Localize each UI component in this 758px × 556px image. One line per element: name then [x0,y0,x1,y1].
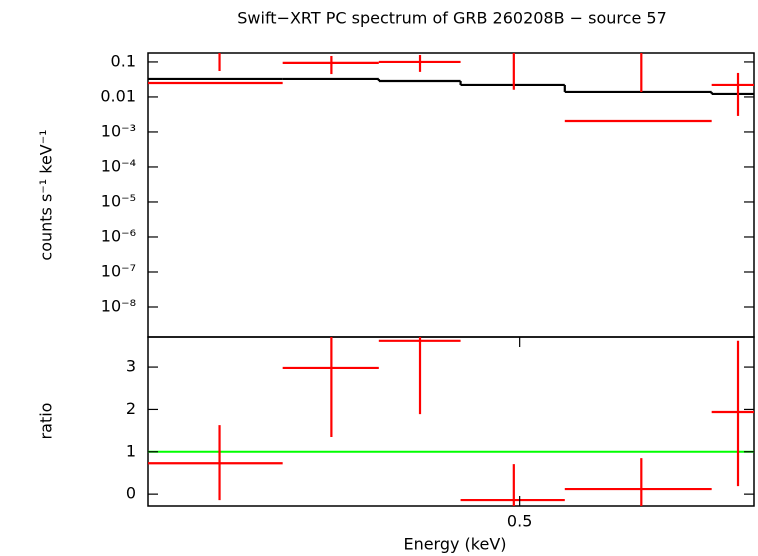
y-tick-label: 10⁻⁵ [101,191,136,210]
y-tick-label: 10⁻³ [101,121,136,140]
y-tick-label: 3 [126,357,136,376]
y-axis-label: ratio [37,403,56,440]
x-tick-label: 0.5 [507,512,532,531]
y-tick-label: 0.01 [100,86,136,105]
y-tick-label: 0.1 [111,51,136,70]
y-tick-label: 10⁻⁷ [101,261,136,280]
y-tick-label: 10⁻⁸ [101,296,136,315]
y-tick-label: 1 [126,441,136,460]
y-axis-label: counts s⁻¹ keV⁻¹ [37,129,56,260]
chart-title: Swift−XRT PC spectrum of GRB 260208B − s… [237,9,667,28]
plot-frame [147,52,755,338]
plot-area [148,337,754,506]
plot-frame [147,336,755,507]
y-tick-label: 0 [126,484,136,503]
y-tick-label: 2 [126,399,136,418]
x-axis-label: Energy (keV) [403,535,506,554]
plot-area [148,53,754,123]
y-tick-label: 10⁻⁴ [101,156,136,175]
y-tick-label: 10⁻⁶ [101,226,136,245]
